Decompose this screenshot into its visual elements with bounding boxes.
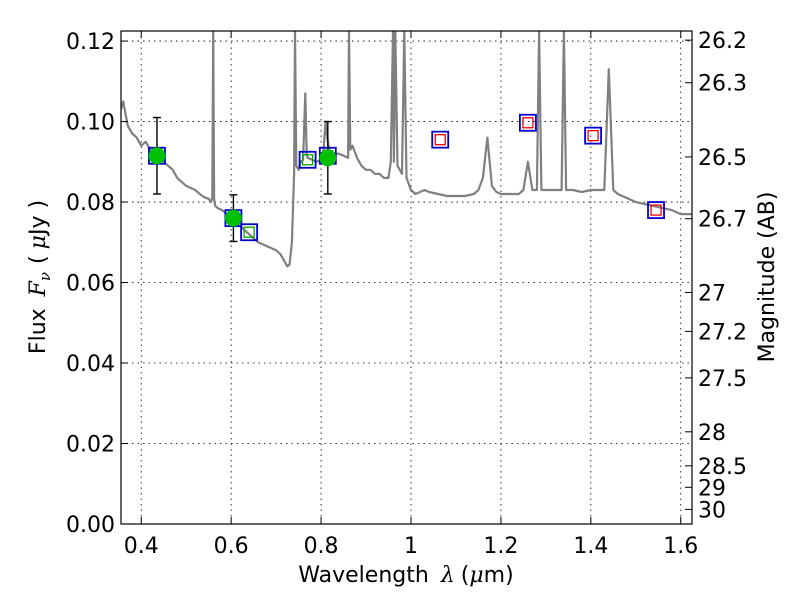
model-inner-marker (243, 226, 255, 238)
predicted-inner-marker (587, 129, 599, 142)
y-tick-label: 0.02 (66, 433, 115, 458)
y2-tick-label: 26.7 (698, 208, 747, 233)
x-tick-label: 0.4 (124, 534, 159, 559)
x-tick-label: 1.2 (483, 534, 518, 559)
x-tick-label: 1.6 (663, 534, 698, 559)
y-axis-label: FluxFν(μJy ) (26, 200, 54, 354)
y-tick-label: 0.06 (66, 272, 115, 297)
spectrum-layer (121, 31, 692, 268)
y2-tick-label: 27 (698, 281, 726, 306)
y-tick-label: 0.12 (66, 30, 115, 55)
y2-tick-label: 28 (698, 421, 726, 446)
x-tick-label: 1.4 (573, 534, 608, 559)
plot-frame (120, 30, 693, 525)
predicted-box-marker (647, 201, 665, 219)
y2-tick-label: 26.5 (698, 146, 747, 171)
y-tick-label: 0.04 (66, 352, 115, 377)
spectrum-line (121, 31, 692, 268)
observed-point (148, 147, 166, 165)
y2-tick-label: 27.5 (698, 367, 747, 392)
x-tick-label: 0.6 (214, 534, 249, 559)
tick-marks (121, 31, 692, 525)
y2-tick-label: 30 (698, 498, 726, 523)
y-tick-label: 0.00 (66, 513, 115, 538)
model-inner-marker (301, 154, 314, 166)
y2-tick-label: 27.2 (698, 320, 747, 345)
predicted-box-marker (518, 113, 537, 132)
marker-layer (148, 113, 665, 243)
x-axis-label: Wavelength λ (μm) (298, 563, 513, 588)
y2-axis-label: Magnitude (AB) (755, 192, 780, 363)
model-box-marker (298, 150, 317, 169)
x-tick-labels: 0.4 0.6 0.8 1 1.2 1.4 1.6 (124, 534, 699, 559)
x-tick-label: 1 (404, 534, 418, 559)
predicted-inner-marker (522, 117, 534, 129)
predicted-box-marker (431, 130, 450, 149)
y2-tick-label: 29 (698, 476, 726, 501)
x-tick-label: 0.8 (304, 534, 339, 559)
predicted-box-marker (584, 126, 602, 145)
y-tick-labels: 0.00 0.02 0.04 0.06 0.08 0.10 0.12 (66, 30, 115, 538)
y2-tick-label: 28.5 (698, 455, 747, 480)
predicted-inner-marker (650, 204, 662, 216)
y-tick-label: 0.10 (66, 111, 115, 136)
y2-tick-label: 26.2 (698, 29, 747, 54)
model-box-marker (240, 223, 259, 242)
observed-point (319, 149, 337, 167)
y-tick-label: 0.08 (66, 191, 115, 216)
predicted-inner-marker (434, 134, 446, 146)
observed-point (224, 209, 242, 227)
y2-tick-label: 26.3 (698, 72, 747, 97)
